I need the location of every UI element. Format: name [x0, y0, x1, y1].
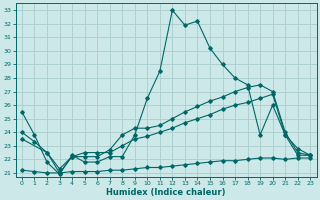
- X-axis label: Humidex (Indice chaleur): Humidex (Indice chaleur): [106, 188, 226, 197]
